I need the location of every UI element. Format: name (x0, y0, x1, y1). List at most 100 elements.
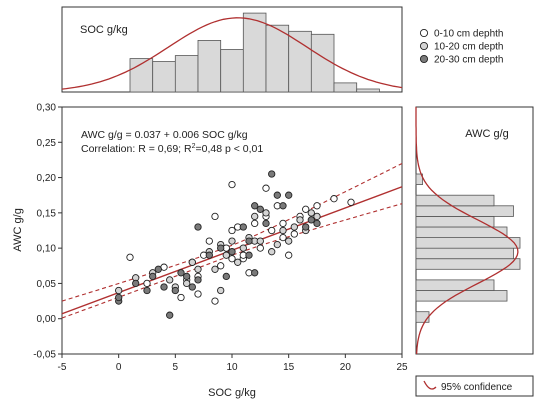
scatter-point-series-2 (228, 237, 236, 245)
scatter-point-series-2 (183, 279, 191, 288)
scatter-point-series-3 (245, 251, 253, 259)
top-histogram-bar (242, 12, 267, 93)
y-tick-label: 0,05 (37, 279, 57, 290)
right-histogram-title: AWC g/g (465, 128, 509, 140)
top-histogram-bars (129, 12, 380, 93)
y-tick-label: 0,00 (37, 314, 57, 325)
scatter-point-series-1 (251, 219, 259, 228)
scatter-point-series-3 (268, 170, 276, 178)
scatter-point-series-1 (177, 293, 185, 302)
scatter-point-series-3 (188, 283, 196, 291)
scatter-point-series-1 (205, 237, 213, 245)
y-tick-label: 0,10 (37, 244, 57, 255)
right-histogram-bar (415, 279, 495, 291)
right-histogram-bar (415, 237, 521, 249)
scatter-point-series-2 (222, 251, 230, 259)
scatter-point-series-3 (302, 223, 310, 231)
scatter-point-series-3 (149, 272, 157, 281)
scatter-point-series-3 (194, 223, 202, 231)
x-tick-label: 25 (396, 362, 408, 373)
scatter-point-series-3 (262, 219, 270, 228)
legend-marker (419, 41, 429, 51)
scatter-point-series-3 (171, 286, 179, 295)
scatter-point-series-1 (211, 297, 219, 305)
scatter-point-series-1 (268, 226, 276, 235)
scatter-point-series-1 (228, 180, 236, 189)
scatter-panel: -5 0 5 10 15 20 25 -0,05 0,00 0,05 0,10 0,15 0,20 0,… (12, 103, 408, 400)
top-histogram-title: SOC g/kg (80, 24, 128, 36)
right-histogram-bar (415, 247, 514, 260)
scatter-point-series-1 (302, 205, 310, 213)
scatter-point-series-3 (217, 244, 225, 252)
top-histogram-bar (152, 61, 176, 93)
top-histogram-bar (265, 24, 290, 93)
scatter-point-series-3 (251, 269, 259, 277)
legend-marker (419, 54, 429, 64)
top-histogram-normal-curve (61, 17, 403, 90)
confidence-legend: 95% confidence (415, 375, 534, 397)
top-histogram-bar (288, 30, 312, 93)
scatter-point-series-1 (279, 233, 287, 242)
top-histogram-panel: SOC g/kg (61, 6, 403, 93)
right-histogram-bar (415, 311, 430, 323)
y-tick-label: -0,05 (33, 350, 56, 361)
top-histogram-bar (310, 33, 335, 93)
legend-label: 0-10 cm dephth (434, 29, 504, 40)
confidence-legend-curve-icon (423, 380, 437, 390)
scatter-point-series-3 (228, 248, 236, 256)
scatter-point-series-3 (205, 251, 213, 259)
correlation-annotation-prefix: Correlation: R = 0,69; R (81, 143, 192, 155)
x-tick-label: 20 (340, 362, 352, 373)
x-tick-label: 0 (116, 362, 122, 373)
scatter-point-series-2 (290, 223, 298, 231)
y-axis-label: AWC g/g (12, 208, 24, 252)
scatter-point-series-3 (194, 276, 202, 284)
correlation-annotation-suffix: =0,48 p < 0,01 (196, 143, 264, 155)
scatter-point-series-3 (166, 311, 174, 319)
top-histogram-bar (197, 40, 222, 93)
confidence-band-upper (61, 163, 403, 302)
scatter-point-series-2 (313, 212, 321, 221)
scatter-point-series-1 (194, 290, 202, 298)
confidence-legend-box (415, 375, 534, 397)
scatter-point-series-3 (177, 269, 185, 277)
right-histogram-bar (415, 173, 423, 186)
scatter-point-series-1 (330, 195, 338, 203)
scatter-point-series-1 (211, 212, 219, 221)
confidence-legend-label: 95% confidence (441, 382, 513, 393)
scatter-point-series-3 (239, 223, 247, 231)
scatter-point-series-1 (228, 226, 236, 235)
scatter-point-series-2 (211, 265, 219, 273)
scatter-point-series-2 (166, 276, 174, 284)
scatter-point-series-3 (160, 283, 168, 291)
scatter-point-series-2 (307, 209, 315, 217)
scatter-point-series-3 (132, 279, 140, 288)
scatter-point-series-3 (115, 293, 123, 302)
scatter-point-series-3 (279, 202, 287, 210)
scatter-point-series-3 (222, 272, 230, 281)
scatter-point-series-3 (313, 219, 321, 228)
top-histogram-bar (356, 88, 380, 93)
scatter-point-series-3 (183, 272, 191, 281)
y-tick-label: 0,20 (37, 173, 57, 184)
scatter-point-series-1 (228, 255, 236, 263)
right-histogram-bars (415, 173, 521, 323)
scatter-point-series-2 (217, 286, 225, 295)
scatter-point-series-2 (251, 212, 259, 221)
scatter-point-series-2 (234, 258, 242, 266)
right-histogram-panel: AWC g/g (415, 106, 534, 355)
scatter-point-series-3 (256, 205, 264, 213)
correlation-annotation: Correlation: R = 0,69; R2=0,48 p < 0,01 (81, 143, 263, 155)
right-histogram-normal-curve (415, 107, 519, 355)
y-tick-label: 0,30 (37, 103, 57, 114)
top-histogram-bar (333, 82, 358, 93)
scatter-point-series-1 (256, 244, 264, 252)
x-tick-label: 5 (173, 362, 179, 373)
x-tick-label: 15 (283, 362, 295, 373)
x-tick-label: 10 (226, 362, 238, 373)
scatter-point-series-3 (245, 237, 253, 245)
scatter-point-series-1 (313, 202, 321, 210)
scatter-point-series-3 (285, 191, 293, 199)
top-histogram-bar (220, 49, 244, 93)
